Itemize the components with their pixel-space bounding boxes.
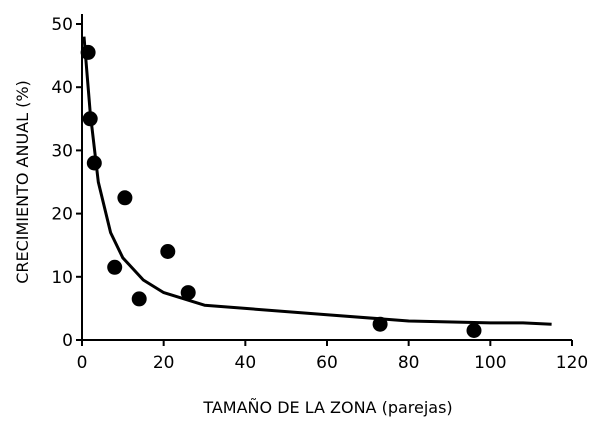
y-tick-label: 20	[51, 205, 73, 225]
x-tick-label: 0	[77, 353, 88, 373]
data-point	[86, 155, 102, 171]
data-points	[80, 44, 482, 338]
data-point	[372, 316, 388, 332]
data-point	[180, 285, 196, 301]
ticks: 0 20 40 60 80 100 120 0 10 20 30 40 50	[51, 15, 588, 373]
y-tick-label: 0	[62, 331, 73, 351]
x-tick-label: 40	[235, 353, 257, 373]
y-tick-label: 40	[51, 78, 73, 98]
y-tick-label: 50	[51, 15, 73, 35]
x-tick-label: 120	[556, 353, 588, 373]
y-axis-label: CRECIMIENTO ANUAL (%)	[13, 80, 32, 284]
y-tick-label: 10	[51, 268, 73, 288]
x-tick-label: 60	[316, 353, 338, 373]
fit-curve	[82, 36, 552, 326]
x-axis-label: TAMAÑO DE LA ZONA (parejas)	[202, 398, 452, 417]
x-tick-label: 80	[398, 353, 420, 373]
y-tick-label: 30	[51, 141, 73, 161]
axes	[81, 14, 572, 341]
data-point	[107, 259, 123, 275]
data-point	[82, 111, 98, 127]
data-point	[131, 291, 147, 307]
data-point	[466, 323, 482, 338]
data-point	[117, 190, 133, 206]
x-tick-label: 100	[474, 353, 506, 373]
data-point	[160, 244, 176, 259]
data-point	[80, 44, 96, 60]
x-tick-label: 20	[153, 353, 175, 373]
